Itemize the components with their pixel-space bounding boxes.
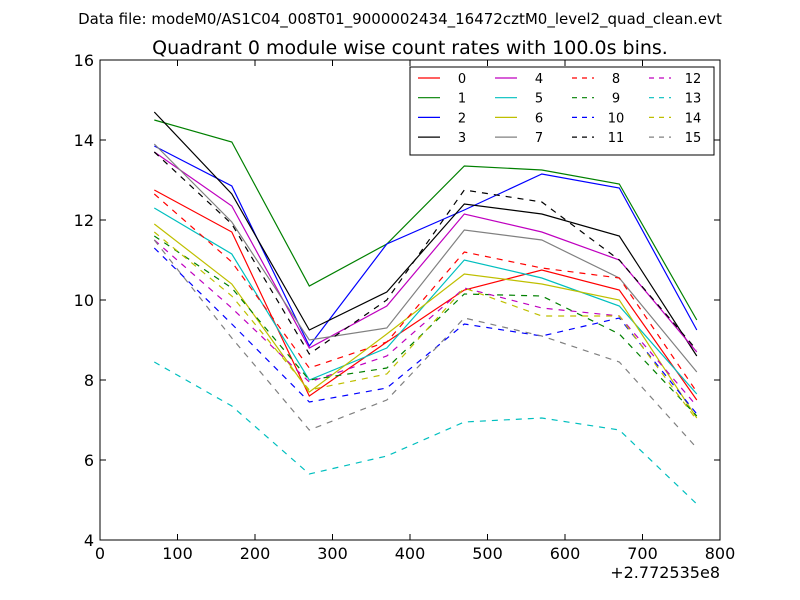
legend-label-4: 4 [535,72,543,87]
y-tick-label: 10 [74,291,94,310]
suptitle: Data file: modeM0/AS1C04_008T01_90000024… [78,10,722,29]
series-line-8 [153,193,698,393]
legend-label-12: 12 [685,72,702,87]
y-tick-label: 16 [74,51,94,70]
series-line-6 [153,223,698,419]
y-tick-label: 6 [84,451,94,470]
series-line-0 [154,189,698,401]
series-line-13 [154,361,698,505]
series-line-3 [153,111,698,357]
series-layer [153,111,698,505]
x-tick-label: 300 [317,544,348,563]
legend-label-14: 14 [685,111,702,126]
legend-label-10: 10 [608,111,625,126]
legend-label-9: 9 [612,92,620,107]
y-tick-label: 14 [74,131,94,150]
series-line-14 [153,231,698,421]
legend-label-3: 3 [458,131,466,146]
legend-label-11: 11 [608,131,625,146]
legend-label-6: 6 [535,111,543,126]
series-line-4 [153,151,698,353]
series-line-12 [153,239,698,407]
y-tick-label: 12 [74,211,94,230]
series-line-7 [153,143,698,373]
x-tick-label: 600 [550,544,581,563]
y-tick-label: 4 [84,531,94,550]
x-tick-label: 800 [705,544,736,563]
x-tick-label: 0 [95,544,105,563]
y-tick-label: 8 [84,371,94,390]
legend-label-5: 5 [535,92,543,107]
legend-label-2: 2 [458,111,466,126]
x-tick-label: 100 [162,544,193,563]
series-line-1 [154,119,698,321]
series-line-15 [153,239,698,449]
x-offset-label: +2.772535e8 [610,563,720,582]
series-line-9 [153,235,698,417]
x-tick-label: 700 [627,544,658,563]
legend-frame [409,66,715,156]
legend-label-1: 1 [458,92,466,107]
legend-label-0: 0 [458,72,466,87]
legend-label-8: 8 [612,72,620,87]
series-line-2 [154,145,698,348]
legend-label-13: 13 [685,92,702,107]
x-tick-label: 400 [395,544,426,563]
chart-title: Quadrant 0 module wise count rates with … [152,37,668,59]
legend-label-7: 7 [535,131,543,146]
series-line-10 [153,247,698,415]
x-tick-label: 500 [472,544,503,563]
legend-label-15: 15 [685,131,702,146]
x-tick-label: 200 [240,544,271,563]
